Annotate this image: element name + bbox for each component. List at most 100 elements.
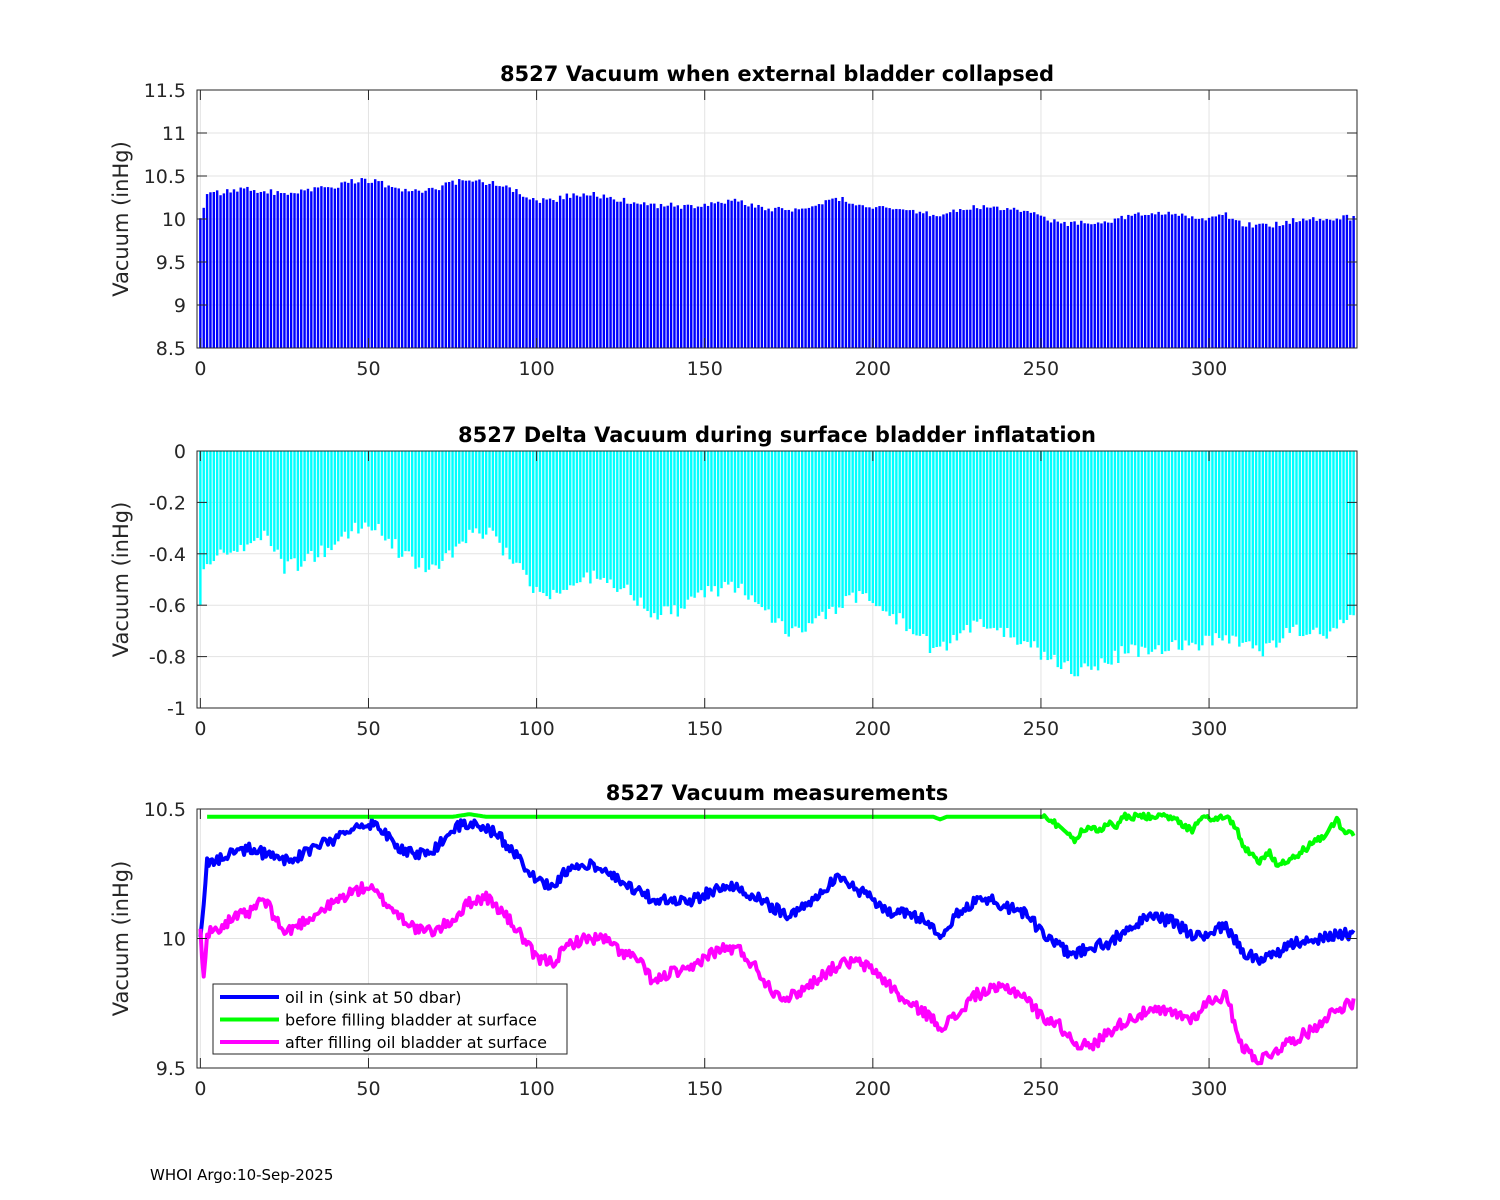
bar <box>881 206 885 348</box>
bar <box>1164 451 1167 652</box>
bar <box>1352 451 1355 616</box>
bar <box>508 187 511 348</box>
bar <box>363 451 367 523</box>
bar <box>787 451 790 637</box>
bar <box>397 188 400 348</box>
bar <box>491 181 495 348</box>
bar <box>831 451 834 607</box>
plot-area <box>197 451 1357 708</box>
bar <box>908 451 912 629</box>
bar <box>572 451 575 586</box>
bar <box>790 451 794 629</box>
bar <box>1093 451 1096 667</box>
bar <box>1056 451 1059 668</box>
bar <box>1103 221 1107 348</box>
bar <box>780 451 784 622</box>
bar <box>347 451 350 539</box>
bar <box>723 203 727 348</box>
bar <box>293 451 296 559</box>
bar <box>421 192 424 348</box>
bar <box>784 210 787 348</box>
bar <box>1201 218 1204 348</box>
bar <box>1184 451 1187 641</box>
bar <box>256 192 259 348</box>
bar <box>1301 218 1305 348</box>
bar <box>1322 451 1325 636</box>
bar <box>1053 219 1056 348</box>
bar <box>969 451 972 633</box>
bar <box>965 209 969 348</box>
bar <box>552 200 555 348</box>
bar <box>569 451 572 586</box>
bar <box>1006 208 1009 348</box>
bar <box>1332 220 1335 348</box>
bar <box>622 451 626 589</box>
bar <box>1194 218 1197 348</box>
bar <box>737 201 740 348</box>
bar <box>740 451 743 584</box>
bar <box>716 201 720 348</box>
bar <box>313 451 316 562</box>
bar <box>1170 214 1174 348</box>
x-tick-label: 50 <box>356 718 380 740</box>
bar <box>1224 451 1228 636</box>
bar <box>848 203 851 348</box>
bar <box>881 451 885 611</box>
bar <box>323 187 326 348</box>
bar <box>1285 220 1288 348</box>
bar <box>619 451 622 590</box>
bar <box>501 451 505 556</box>
bar <box>1288 451 1291 633</box>
bar <box>585 451 589 573</box>
bar <box>1127 451 1130 654</box>
bar <box>1029 212 1033 348</box>
bar <box>1291 451 1295 627</box>
bar <box>827 451 831 609</box>
bar <box>1187 218 1191 348</box>
bar <box>569 197 572 348</box>
bar <box>915 451 918 636</box>
bar <box>898 451 901 614</box>
bar <box>575 195 579 348</box>
bar <box>996 206 999 348</box>
bar <box>848 451 851 596</box>
bar <box>1120 451 1123 647</box>
bar <box>421 451 424 559</box>
bar <box>353 183 357 348</box>
bar <box>511 191 515 348</box>
bar <box>461 451 464 542</box>
bar <box>437 190 441 348</box>
bar <box>471 451 474 533</box>
bar <box>743 451 747 596</box>
bar <box>959 451 962 634</box>
bar <box>266 193 269 348</box>
bar <box>690 451 693 597</box>
bar <box>525 451 528 575</box>
bar <box>1298 221 1302 348</box>
bar <box>985 207 989 348</box>
bar <box>774 207 777 348</box>
bar <box>945 451 949 651</box>
bar <box>669 202 673 348</box>
bar <box>1026 451 1029 642</box>
bar <box>1140 451 1144 647</box>
bar <box>532 451 535 593</box>
bar <box>861 205 864 348</box>
bar <box>542 451 545 594</box>
bar <box>1338 219 1342 348</box>
bar <box>811 451 814 624</box>
bar <box>858 204 861 348</box>
bar <box>1016 451 1019 645</box>
y-tick-label: 8.5 <box>156 338 186 360</box>
bar <box>1217 214 1221 348</box>
bar <box>764 210 767 348</box>
bar <box>1234 451 1238 637</box>
bar <box>1133 451 1137 646</box>
bar <box>750 451 753 596</box>
bar <box>316 451 320 558</box>
bar <box>750 203 753 348</box>
bar <box>1120 215 1123 348</box>
bar <box>478 179 481 348</box>
bar <box>814 205 817 348</box>
bar <box>1271 451 1275 641</box>
